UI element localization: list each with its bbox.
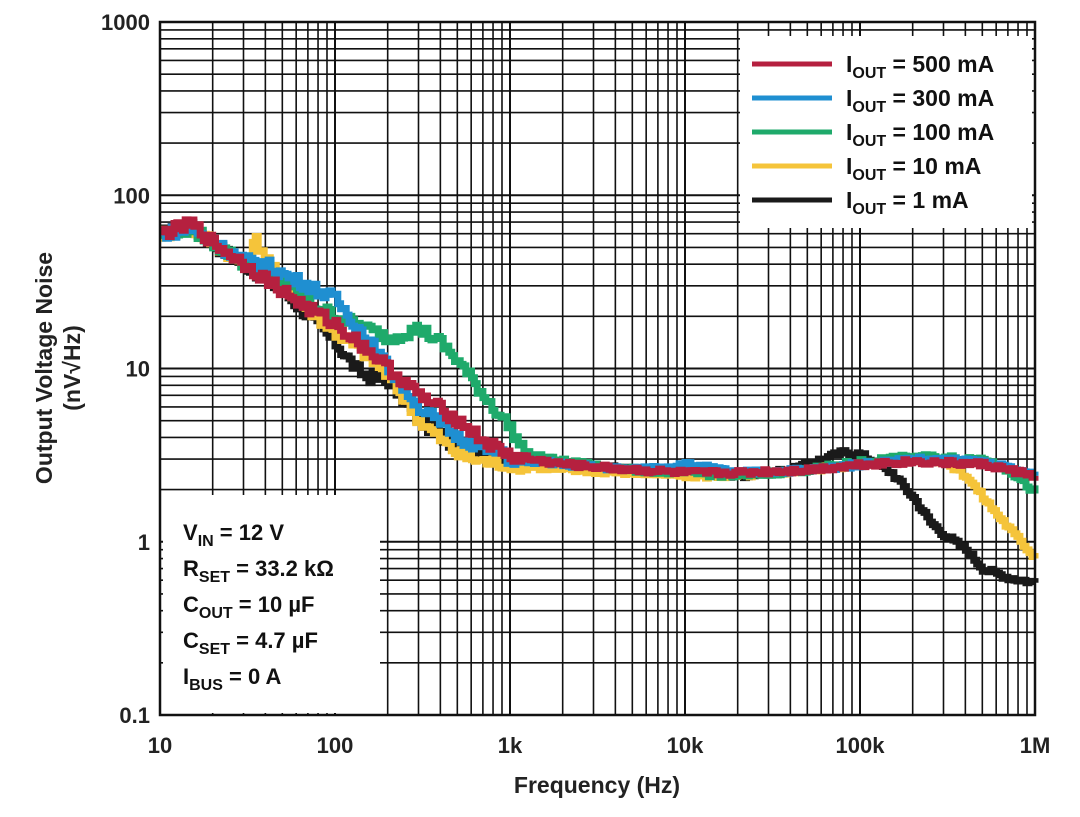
conditions-box: VIN = 12 V RSET = 33.2 kΩ COUT = 10 µF CSET…: [163, 495, 380, 713]
x-tick-labels: 10 100 1k 10k 100k 1M: [148, 733, 1051, 758]
legend-label: IOUT = 1 mA: [846, 187, 969, 218]
sqrt-symbol: √: [59, 361, 85, 374]
legend-label: IOUT = 100 mA: [846, 119, 994, 150]
plot-frame: [158, 20, 1037, 717]
x-tick-label: 1k: [498, 733, 523, 758]
condition-line: IBUS = 0 A: [183, 664, 282, 694]
y-tick-labels: 0.1 1 10 100 1000: [101, 10, 150, 728]
y-tick-label: 100: [113, 183, 150, 208]
x-tick-label: 100: [317, 733, 354, 758]
x-tick-label: 10k: [667, 733, 704, 758]
x-tick-label: 10: [148, 733, 172, 758]
series-line-5: [159, 216, 1039, 481]
condition-line: COUT = 10 µF: [183, 592, 314, 622]
y-axis-title-line1: Output Voltage Noise: [31, 252, 57, 484]
conditions-background: [163, 495, 380, 713]
y-axis-title-line2: (nV√Hz): [59, 325, 85, 410]
legend-label: IOUT = 500 mA: [846, 51, 994, 82]
y-tick-label: 10: [126, 357, 150, 382]
y-tick-label: 1: [138, 530, 150, 555]
condition-line: CSET = 4.7 µF: [183, 628, 318, 658]
x-tick-label: 1M: [1020, 733, 1051, 758]
legend-label: IOUT = 300 mA: [846, 85, 994, 116]
grid: [159, 22, 1035, 716]
series-lines: [159, 216, 1039, 587]
y-axis-title: Output Voltage Noise (nV√Hz): [31, 252, 85, 484]
legend-label: IOUT = 10 mA: [846, 153, 981, 184]
y-tick-label: 0.1: [119, 703, 150, 728]
x-tick-label: 100k: [836, 733, 886, 758]
y-tick-label: 1000: [101, 10, 150, 35]
x-axis-title: Frequency (Hz): [514, 772, 680, 798]
condition-line: VIN = 12 V: [183, 520, 284, 550]
condition-line: RSET = 33.2 kΩ: [183, 556, 334, 586]
